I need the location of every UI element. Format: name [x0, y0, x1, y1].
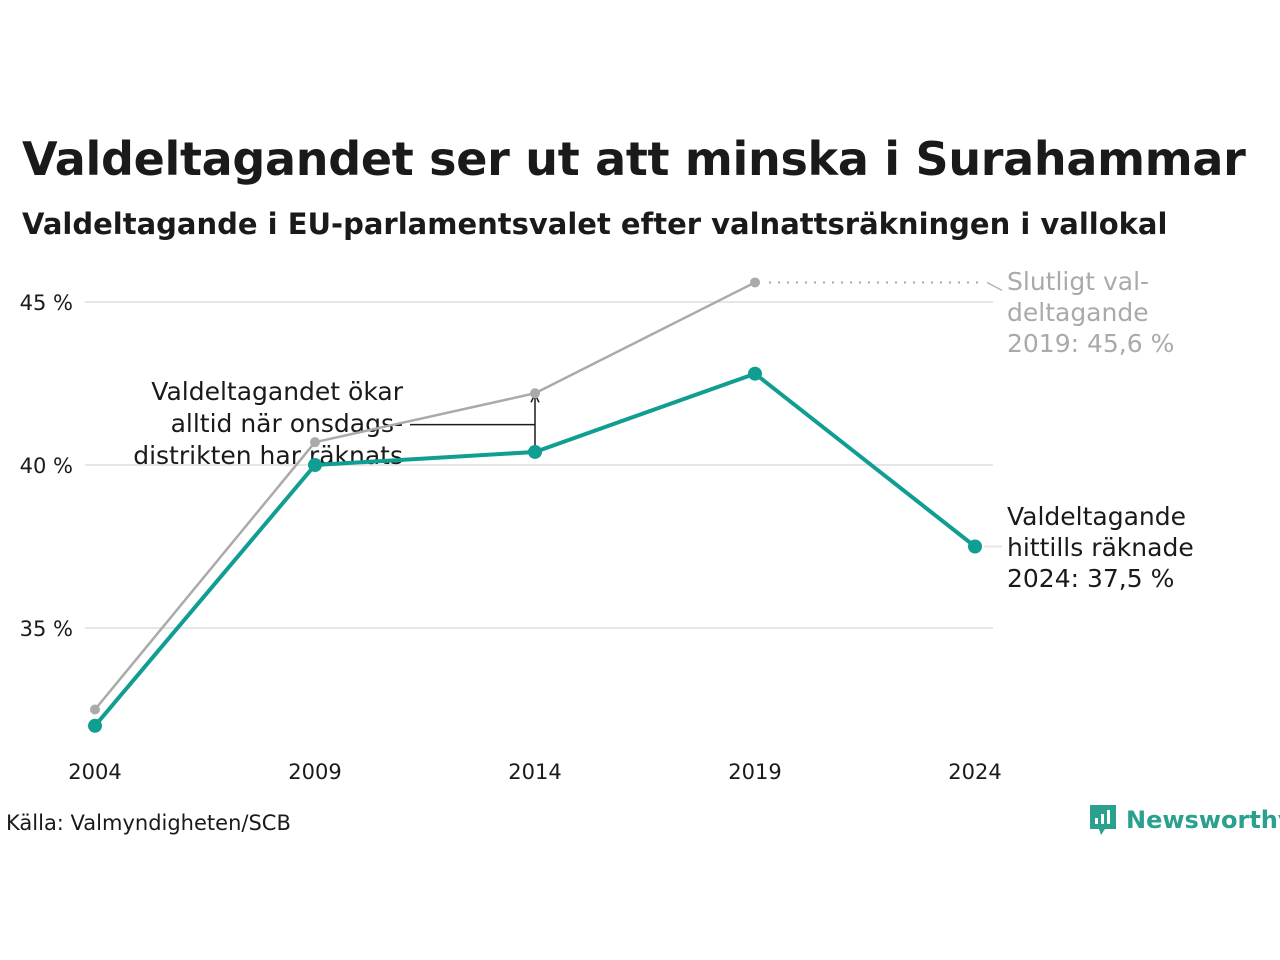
- final-turnout-point: [750, 277, 760, 288]
- counted-turnout-point: [528, 444, 542, 459]
- y-tick-label: 45 %: [20, 291, 73, 315]
- final-turnout-line: [94, 281, 756, 711]
- brand-logo: Newsworthy: [1088, 803, 1280, 837]
- x-tick-label: 2014: [508, 760, 561, 784]
- annotation-final-2019-text: 2019: 45,6 %: [1007, 329, 1174, 358]
- newsworthy-logo-icon: [1090, 805, 1116, 835]
- x-tick-label: 2009: [288, 760, 341, 784]
- annotation-increase-text: distrikten har räknats: [133, 441, 403, 470]
- x-tick-label: 2004: [68, 760, 121, 784]
- chart-subtitle: Valdeltagande i EU-parlamentsvalet efter…: [22, 207, 1168, 241]
- final-2019-leader-tick: [986, 281, 1003, 291]
- annotation-increase-text: Valdeltagandet ökar: [151, 377, 403, 406]
- annotation-counted-2024-text: hittills räknade: [1007, 533, 1194, 562]
- final-turnout-point: [530, 388, 540, 399]
- annotation-increase-text: alltid när onsdags-: [171, 409, 403, 438]
- counted-turnout-point: [748, 366, 762, 381]
- final-turnout-point: [310, 437, 320, 448]
- brand-name: Newsworthy: [1126, 806, 1280, 834]
- counted-turnout-point: [88, 718, 102, 733]
- final-turnout-point: [90, 704, 100, 715]
- counted-turnout-point: [968, 539, 982, 554]
- y-tick-label: 35 %: [20, 617, 73, 641]
- annotation-final-2019-text: deltagande: [1007, 298, 1149, 327]
- y-tick-label: 40 %: [20, 454, 73, 478]
- annotation-final-2019-text: Slutligt val-: [1007, 267, 1149, 296]
- x-tick-label: 2019: [728, 760, 781, 784]
- counted-turnout-point: [308, 458, 322, 472]
- annotation-counted-2024-text: 2024: 37,5 %: [1007, 564, 1174, 593]
- annotation-counted-2024-text: Valdeltagande: [1007, 502, 1186, 531]
- x-tick-label: 2024: [948, 760, 1001, 784]
- source-note: Källa: Valmyndigheten/SCB: [6, 811, 291, 835]
- chart-title: Valdeltagandet ser ut att minska i Surah…: [22, 132, 1246, 186]
